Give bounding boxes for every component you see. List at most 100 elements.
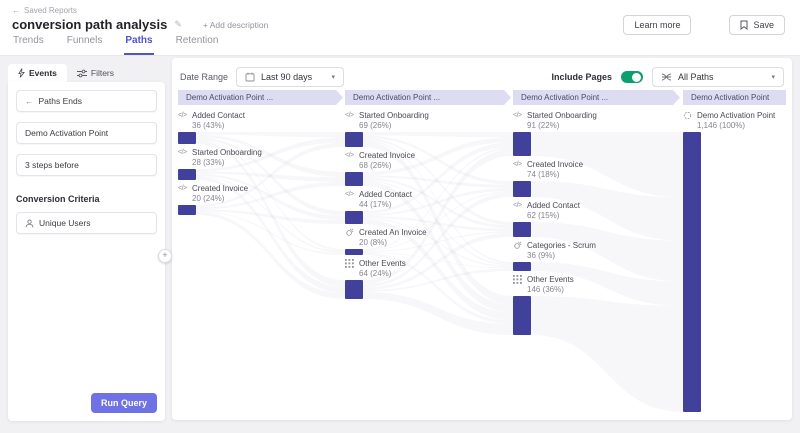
sankey-node-bar <box>513 132 531 156</box>
sankey-node-bar <box>178 205 196 215</box>
sankey-node[interactable]: </> Added Contact 44 (17%) <box>345 190 511 224</box>
steps-label: 3 steps before <box>25 160 79 170</box>
anchor-event-select[interactable]: Demo Activation Point <box>16 122 157 144</box>
report-card: Date Range Last 90 days ▾ Include Pages … <box>172 58 792 420</box>
breadcrumb-label: Saved Reports <box>24 6 77 15</box>
sidebar-tab-events[interactable]: Events <box>8 64 67 82</box>
code-icon: </> <box>513 161 522 168</box>
steps-select[interactable]: 3 steps before <box>16 154 157 176</box>
sankey-node-label: Started Onboarding <box>359 111 429 120</box>
sankey-node[interactable]: </> Created Invoice 20 (24%) <box>178 184 343 215</box>
sankey-node[interactable]: </> Created Invoice 68 (26%) <box>345 151 511 186</box>
sidebar-tab-label: Events <box>29 68 57 78</box>
code-icon: </> <box>345 112 354 119</box>
sankey-node-bar <box>683 132 701 412</box>
conversion-criteria-heading: Conversion Criteria <box>16 194 100 204</box>
sankey-node-bar <box>513 296 531 335</box>
code-icon: </> <box>178 112 187 119</box>
sankey-column-header: Demo Activation Point <box>683 90 786 105</box>
sankey-column: Demo Activation Point Demo Activation Poi… <box>683 90 786 416</box>
sankey-column: Demo Activation Point ... </> Started Onbo… <box>345 90 511 303</box>
sankey-node[interactable]: </> Started Onboarding 91 (22%) <box>513 111 680 156</box>
top-header: ← Saved Reports conversion path analysis… <box>0 0 800 56</box>
sankey-node-bar <box>345 172 363 186</box>
sankey-ribbons <box>196 132 683 412</box>
sankey-node-value: 36 (9%) <box>527 251 556 260</box>
add-description-button[interactable]: + Add description <box>202 19 269 30</box>
include-pages-toggle[interactable] <box>621 71 643 83</box>
save-button[interactable]: Save <box>729 15 785 35</box>
code-icon: </> <box>345 191 354 198</box>
sankey-column: Demo Activation Point ... </> Added Contac… <box>178 90 343 219</box>
sankey-node-bar <box>345 132 363 147</box>
lightning-bolt-icon <box>18 68 25 78</box>
sankey-node-label: Started Onboarding <box>527 111 597 120</box>
paths-sankey-chart: Demo Activation Point ... </> Added Contac… <box>178 90 786 414</box>
sankey-node-bar <box>513 181 531 197</box>
sankey-node-label: Added Contact <box>527 201 580 210</box>
sidebar-tabs: Events Filters <box>8 64 165 82</box>
sankey-node-bar <box>345 211 363 224</box>
sankey-node-label: Other Events <box>359 259 406 268</box>
sankey-node-value: 20 (24%) <box>192 194 225 203</box>
sankey-node-value: 28 (33%) <box>192 158 225 167</box>
page-title: conversion path analysis <box>12 17 168 32</box>
sankey-node-value: 68 (26%) <box>359 161 392 170</box>
tab-retention[interactable]: Retention <box>175 30 220 55</box>
sankey-node[interactable]: </> Started Onboarding 69 (26%) <box>345 111 511 147</box>
bookmark-save-icon <box>740 20 748 30</box>
grid-icon <box>513 275 524 284</box>
counting-method-label: Unique Users <box>39 218 91 228</box>
code-icon: </> <box>345 152 354 159</box>
sankey-node-value: 64 (24%) <box>359 269 392 278</box>
code-icon: </> <box>178 185 187 192</box>
sankey-node-label: Categories - Scrum <box>527 241 596 250</box>
anchor-event-label: Demo Activation Point <box>25 128 109 138</box>
sankey-node-value: 91 (22%) <box>527 121 560 130</box>
sankey-node-label: Created Invoice <box>359 151 416 160</box>
sankey-node-value: 20 (8%) <box>359 238 388 247</box>
sankey-node-bar <box>178 132 196 144</box>
sankey-node-value: 36 (43%) <box>192 121 225 130</box>
sidebar-tab-label: Filters <box>90 68 115 78</box>
report-tabs: Trends Funnels Paths Retention <box>12 30 240 55</box>
paths-filter-value: All Paths <box>678 72 714 82</box>
run-query-button[interactable]: Run Query <box>90 393 157 413</box>
sankey-node-bar <box>513 262 531 271</box>
learn-more-button[interactable]: Learn more <box>623 15 692 35</box>
sankey-node-value: 74 (18%) <box>527 170 560 179</box>
sankey-node[interactable]: Demo Activation Point 1,146 (100%) <box>683 111 786 412</box>
paths-filter-select[interactable]: All Paths ▾ <box>652 67 784 87</box>
sankey-node-label: Added Contact <box>359 190 412 199</box>
breadcrumb[interactable]: ← Saved Reports <box>12 6 77 15</box>
toggle-knob <box>632 72 641 82</box>
sankey-node[interactable]: </> Started Onboarding 28 (33%) <box>178 148 343 180</box>
edit-title-icon[interactable]: ✎ <box>174 19 182 29</box>
sankey-node-value: 146 (36%) <box>527 285 564 294</box>
sankey-node[interactable]: Other Events 146 (36%) <box>513 275 680 335</box>
sankey-node[interactable]: </> Added Contact 62 (15%) <box>513 201 680 237</box>
sankey-node[interactable]: </> Created Invoice 74 (18%) <box>513 160 680 197</box>
sankey-node[interactable]: Categories - Scrum 36 (9%) <box>513 241 680 271</box>
tab-funnels[interactable]: Funnels <box>66 30 104 55</box>
counting-method-select[interactable]: Unique Users <box>16 212 157 234</box>
sankey-node-value: 44 (17%) <box>359 200 392 209</box>
sankey-node[interactable]: </> Added Contact 36 (43%) <box>178 111 343 144</box>
target-icon <box>683 111 694 120</box>
paths-icon <box>661 72 672 82</box>
sankey-node[interactable]: Other Events 64 (24%) <box>345 259 511 299</box>
sankey-node-value: 1,146 (100%) <box>697 121 746 130</box>
sidebar-panel: ← Paths Ends Demo Activation Point 3 ste… <box>8 82 165 421</box>
path-direction-select[interactable]: ← Paths Ends <box>16 90 157 112</box>
panel-resize-handle[interactable]: + <box>158 249 172 263</box>
sankey-node-value: 62 (15%) <box>527 211 560 220</box>
include-pages-label: Include Pages <box>551 72 612 82</box>
path-direction-label: Paths Ends <box>38 96 82 106</box>
sankey-node-bar <box>345 249 363 255</box>
tab-trends[interactable]: Trends <box>12 30 45 55</box>
sidebar-tab-filters[interactable]: Filters <box>67 64 124 82</box>
chevron-down-icon: ▾ <box>331 74 336 81</box>
date-range-select[interactable]: Last 90 days ▾ <box>236 67 345 87</box>
tab-paths[interactable]: Paths <box>124 30 154 55</box>
sankey-node[interactable]: Created An Invoice 20 (8%) <box>345 228 511 255</box>
